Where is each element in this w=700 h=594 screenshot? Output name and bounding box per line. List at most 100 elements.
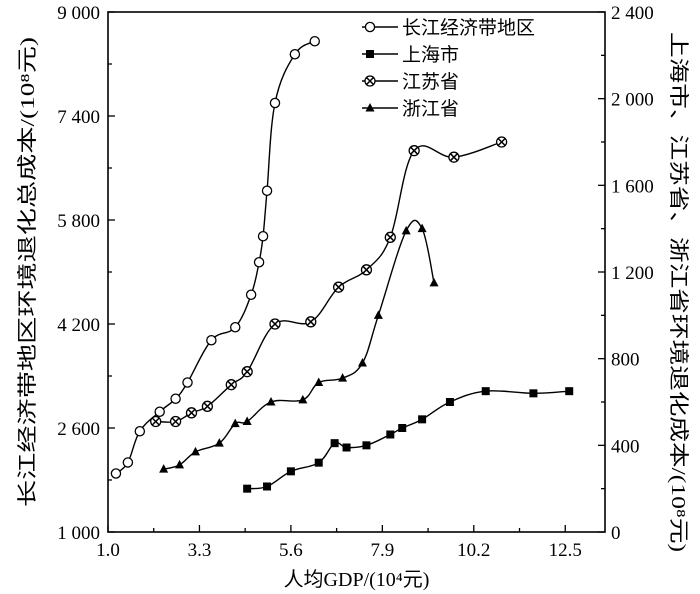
y-left-tick-label: 9 000	[57, 3, 100, 24]
x-tick-label: 12.5	[549, 540, 582, 561]
data-point	[338, 373, 348, 382]
y-left-tick-label: 1 000	[57, 523, 100, 544]
data-point	[366, 50, 374, 58]
data-point	[362, 441, 371, 450]
data-point	[360, 264, 373, 276]
data-point	[175, 459, 185, 469]
legend-label: 上海市	[402, 44, 459, 66]
data-point	[365, 103, 375, 112]
x-tick-label: 1.0	[96, 540, 120, 561]
data-point	[289, 49, 301, 60]
data-point	[305, 316, 317, 328]
data-point	[257, 230, 269, 242]
data-point	[401, 225, 411, 235]
data-point	[314, 377, 324, 386]
data-point	[182, 377, 193, 388]
data-point	[481, 387, 490, 396]
legend-label: 浙江省	[402, 98, 459, 120]
data-point	[364, 21, 376, 33]
data-point	[261, 185, 273, 196]
data-point	[386, 430, 395, 439]
legend-label: 江苏省	[402, 71, 459, 93]
x-axis-title: 人均GDP/(10⁴元)	[284, 568, 430, 591]
y-left-tick-label: 2 600	[57, 419, 100, 440]
data-point	[169, 415, 182, 428]
data-point	[214, 438, 224, 447]
x-tick-label: 3.3	[188, 540, 212, 561]
legend-label: 长江经济带地区	[402, 17, 535, 39]
data-point	[185, 407, 198, 419]
data-point	[418, 415, 427, 424]
data-point	[332, 281, 345, 293]
y-right-tick-label: 800	[611, 350, 640, 371]
data-point	[373, 310, 383, 319]
data-point	[529, 389, 538, 398]
data-point	[134, 425, 146, 437]
data-point	[241, 366, 253, 378]
data-point	[110, 468, 122, 479]
data-point	[206, 334, 217, 346]
data-point	[154, 406, 165, 417]
series-line	[115, 40, 316, 475]
data-point	[150, 415, 162, 428]
legend-item: 长江经济带地区	[362, 17, 535, 39]
data-point	[253, 256, 265, 268]
y-left-tick-label: 5 800	[57, 211, 100, 232]
data-point	[408, 145, 420, 157]
data-point	[269, 318, 281, 330]
data-point	[263, 482, 272, 491]
legend-item: 上海市	[362, 44, 459, 66]
y-left-axis-title: 长江经济带地区环境退化总成本/(10⁸元)	[16, 37, 39, 507]
data-point	[242, 416, 252, 425]
series-jiangsu	[150, 136, 508, 428]
data-point	[230, 418, 240, 428]
plot-frame	[107, 11, 606, 533]
y-right-tick-label: 1 200	[611, 263, 654, 284]
data-point	[384, 231, 396, 243]
series-shanghai	[243, 387, 574, 493]
y-right-tick-label: 400	[611, 436, 640, 457]
data-point	[429, 277, 439, 287]
data-point	[266, 397, 276, 406]
y-right-tick-label: 2 400	[611, 3, 654, 24]
x-tick-label: 5.6	[279, 540, 303, 561]
data-point	[330, 439, 339, 448]
data-point	[495, 136, 508, 148]
data-point	[122, 457, 134, 468]
data-point	[159, 464, 169, 473]
y-left-tick-label: 7 400	[57, 107, 100, 128]
data-point	[269, 97, 281, 109]
data-point	[190, 446, 200, 456]
y-right-tick-label: 0	[611, 523, 621, 544]
data-point	[225, 379, 237, 391]
data-point	[565, 387, 574, 396]
data-point	[286, 467, 295, 476]
y-right-axis-title: 上海市、江苏省、浙江省环境退化成本/(10⁸元)	[667, 32, 690, 552]
x-tick-label: 10.2	[457, 540, 490, 561]
data-point	[309, 36, 321, 47]
data-point	[357, 358, 367, 367]
data-point	[245, 289, 257, 300]
data-point	[229, 321, 241, 333]
series-yangtze	[110, 36, 321, 479]
data-point	[342, 443, 351, 452]
legend-item: 江苏省	[362, 71, 459, 93]
data-point	[417, 223, 427, 233]
y-right-tick-label: 1 600	[611, 176, 654, 197]
data-point	[170, 393, 181, 404]
data-point	[298, 394, 308, 404]
data-point	[445, 398, 454, 406]
y-left-tick-label: 4 200	[57, 315, 100, 336]
x-tick-label: 7.9	[370, 540, 394, 561]
series-line	[247, 390, 570, 490]
data-point	[364, 75, 376, 87]
data-point	[201, 400, 214, 412]
data-point	[448, 151, 460, 163]
data-point	[314, 458, 323, 467]
y-right-tick-label: 2 000	[611, 90, 654, 111]
series-layer	[110, 36, 574, 493]
data-point	[398, 424, 407, 432]
data-point	[243, 484, 252, 493]
